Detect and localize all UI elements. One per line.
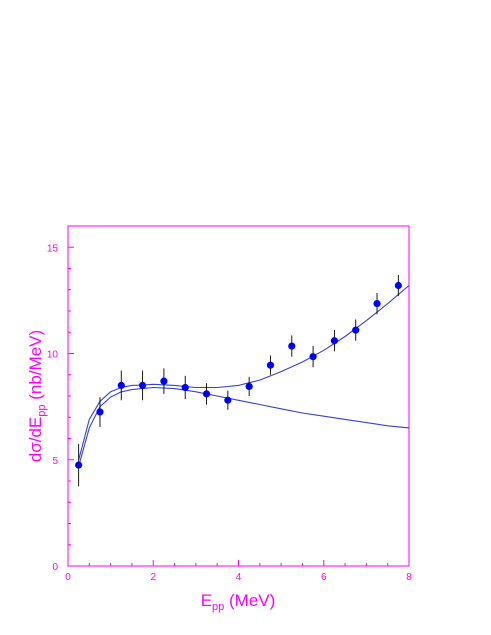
data-point <box>352 326 360 334</box>
x-tick-label: 2 <box>150 572 156 583</box>
data-point <box>224 396 232 404</box>
y-tick-label: 15 <box>47 243 59 254</box>
data-point <box>75 461 83 469</box>
x-tick-label: 4 <box>236 572 242 583</box>
y-tick-label: 5 <box>52 456 58 467</box>
data-point <box>160 377 168 385</box>
data-point <box>373 299 381 308</box>
data-point <box>117 381 125 389</box>
fit-curve-2 <box>78 386 410 467</box>
fit-curves <box>78 285 410 467</box>
data-points <box>75 281 402 469</box>
y-tick-label: 10 <box>47 350 59 361</box>
data-point <box>309 353 317 361</box>
data-point <box>181 383 189 392</box>
data-point <box>266 361 275 369</box>
x-tick-label: 8 <box>406 572 412 583</box>
data-point <box>288 342 296 350</box>
data-point <box>96 408 104 416</box>
data-point <box>138 381 147 389</box>
y-axis-label: dσ/dEpp (nb/MeV) <box>26 330 48 462</box>
data-point <box>394 281 402 290</box>
data-point <box>202 390 211 398</box>
y-tick-label: 0 <box>52 562 58 573</box>
fit-curve-1 <box>78 285 410 460</box>
error-bars <box>78 274 399 487</box>
data-point <box>330 337 339 345</box>
axis-ticks: 0 2 4 6 8 0 5 10 15 <box>47 243 412 583</box>
x-tick-label: 6 <box>321 572 327 583</box>
x-axis-label: Epp (MeV) <box>201 591 276 613</box>
x-tick-label: 0 <box>65 572 71 583</box>
plot-frame <box>67 225 410 567</box>
data-point <box>245 382 253 391</box>
